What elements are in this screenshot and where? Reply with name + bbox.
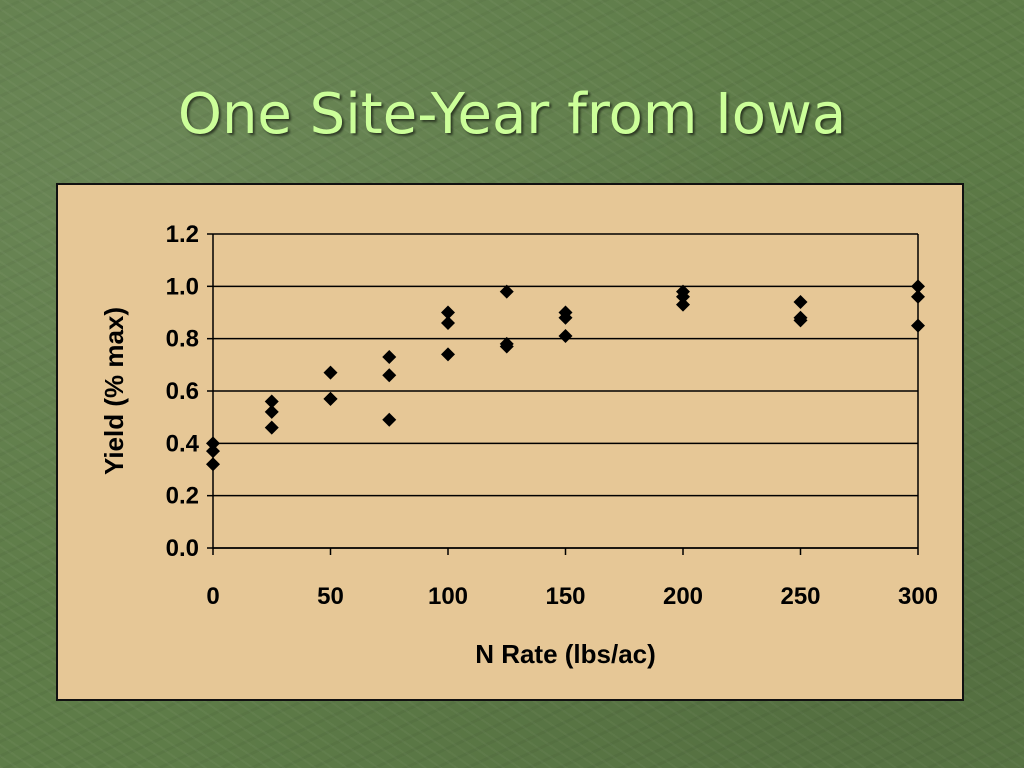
data-point	[264, 394, 279, 409]
chart-panel: 0.0 0.2 0.4 0.6 0.8 1.0 1.2 0 50 100 150 200 250 300 N…	[56, 183, 964, 701]
data-point	[382, 368, 397, 383]
x-tick-label: 200	[663, 583, 703, 610]
y-tick-label: 0.4	[166, 430, 200, 457]
data-point	[793, 295, 808, 310]
data-point	[382, 349, 397, 364]
slide-title: One Site-Year from Iowa	[177, 82, 847, 147]
y-tick-label: 0.0	[166, 535, 199, 562]
x-tick-label: 0	[206, 583, 219, 610]
data-point	[499, 339, 514, 354]
x-tick-label: 50	[317, 583, 344, 610]
x-tick-label: 300	[898, 583, 938, 610]
data-point	[323, 365, 338, 380]
data-point	[499, 284, 514, 299]
data-point	[911, 318, 925, 333]
data-point	[264, 420, 279, 435]
y-tick-label: 1.2	[166, 221, 199, 248]
data-point	[558, 329, 573, 344]
data-point	[323, 391, 338, 406]
data-point	[206, 444, 220, 459]
x-tick-label: 100	[428, 583, 468, 610]
y-tick-label: 0.8	[166, 326, 199, 353]
data-point	[206, 436, 220, 451]
data-point	[441, 315, 455, 330]
data-point	[911, 279, 925, 294]
data-point	[911, 289, 925, 304]
data-point	[676, 289, 690, 304]
x-tick-label: 250	[780, 583, 820, 610]
y-axis-title: Yield (% max)	[99, 307, 129, 475]
data-point	[676, 297, 690, 312]
x-axis-title: N Rate (lbs/ac)	[475, 639, 656, 669]
data-point	[206, 457, 220, 472]
scatter-chart: 0.0 0.2 0.4 0.6 0.8 1.0 1.2 0 50 100 150 200 250 300 N…	[99, 221, 938, 669]
data-point	[793, 313, 808, 328]
y-tick-label: 0.2	[166, 483, 199, 510]
data-point	[382, 412, 397, 427]
x-tick-label: 150	[545, 583, 585, 610]
data-point	[441, 347, 455, 362]
data-point	[264, 404, 279, 419]
data-point	[558, 310, 573, 325]
data-point	[441, 305, 455, 320]
y-tick-label: 1.0	[166, 273, 199, 300]
y-tick-label: 0.6	[166, 378, 199, 405]
